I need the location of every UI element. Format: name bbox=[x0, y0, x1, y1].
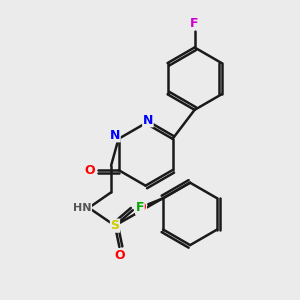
Text: F: F bbox=[136, 201, 144, 214]
Text: F: F bbox=[190, 16, 199, 30]
Text: O: O bbox=[114, 249, 125, 262]
Text: O: O bbox=[136, 201, 146, 214]
Text: O: O bbox=[84, 164, 95, 177]
Text: S: S bbox=[110, 219, 119, 232]
Text: HN: HN bbox=[73, 203, 92, 213]
Text: N: N bbox=[110, 129, 120, 142]
Text: N: N bbox=[143, 114, 153, 127]
